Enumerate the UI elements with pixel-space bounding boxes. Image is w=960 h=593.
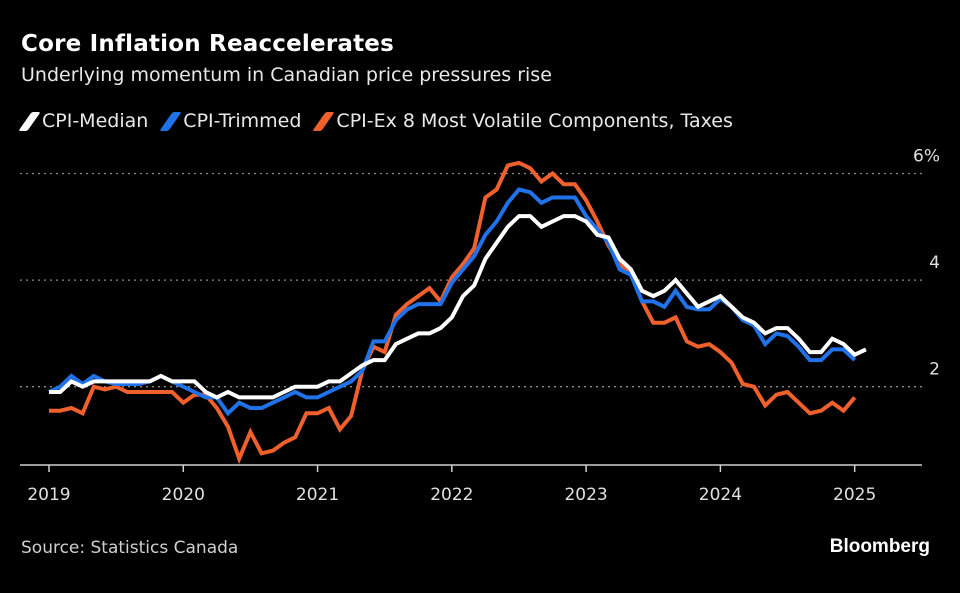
y-tick-label: 2 [929, 360, 940, 380]
source-note: Source: Statistics Canada [21, 538, 239, 558]
x-tick-label: 2024 [699, 485, 742, 505]
legend-item-median: CPI-Median [18, 110, 149, 132]
legend: CPI-Median CPI-Trimmed CPI-Ex 8 Most Vol… [18, 110, 733, 132]
x-tick-label: 2021 [296, 485, 339, 505]
x-tick-label: 2025 [833, 485, 876, 505]
chart-subtitle: Underlying momentum in Canadian price pr… [21, 64, 552, 86]
legend-label-median: CPI-Median [42, 110, 149, 132]
legend-item-ex8: CPI-Ex 8 Most Volatile Components, Taxes [312, 110, 733, 132]
series-line-ex8 [49, 160, 857, 465]
series-line-median [49, 214, 867, 400]
legend-item-trimmed: CPI-Trimmed [159, 110, 302, 132]
legend-label-trimmed: CPI-Trimmed [183, 110, 302, 132]
legend-label-ex8: CPI-Ex 8 Most Volatile Components, Taxes [336, 110, 733, 132]
x-tick-label: 2022 [430, 485, 473, 505]
x-tick-label: 2019 [27, 485, 70, 505]
bloomberg-logo: Bloomberg [829, 536, 930, 557]
y-tick-label: 6% [913, 147, 940, 167]
chart-title: Core Inflation Reaccelerates [21, 31, 394, 57]
x-tick-label: 2020 [162, 485, 205, 505]
x-tick-label: 2023 [564, 485, 607, 505]
y-tick-label: 4 [929, 253, 940, 273]
